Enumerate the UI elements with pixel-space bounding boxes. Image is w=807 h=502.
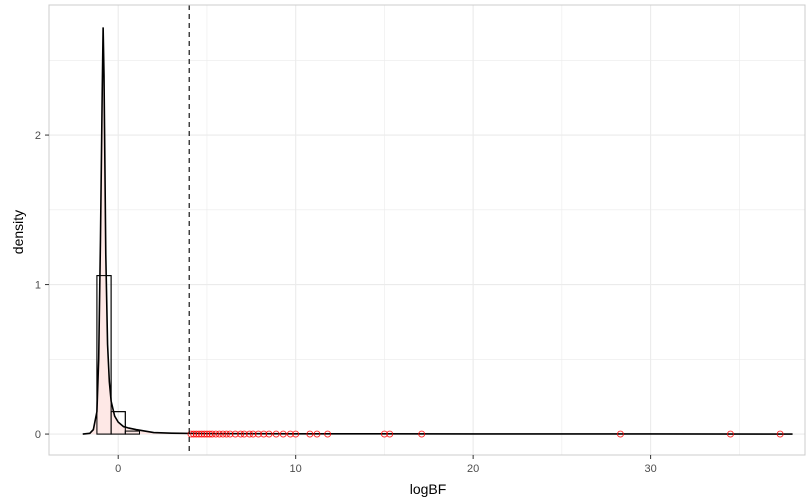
data-point — [292, 430, 300, 438]
data-point — [187, 430, 195, 438]
x-tick-label: 10 — [290, 463, 302, 475]
y-axis-title: density — [10, 210, 26, 254]
data-point — [192, 430, 200, 438]
data-point — [616, 430, 624, 438]
data-point — [249, 430, 257, 438]
y-tick-label: 1 — [35, 280, 41, 292]
y-tick-label: 0 — [35, 429, 41, 441]
data-point — [212, 430, 220, 438]
x-tick-label: 0 — [115, 463, 121, 475]
histogram-bar-outline — [124, 430, 141, 435]
data-point — [215, 430, 223, 438]
points-layer — [187, 430, 784, 438]
data-point — [226, 430, 234, 438]
data-point — [306, 430, 314, 438]
data-point — [198, 430, 206, 438]
data-point — [200, 430, 208, 438]
data-point — [195, 430, 203, 438]
data-point — [265, 430, 273, 438]
data-point — [208, 430, 216, 438]
x-tick-label: 20 — [467, 463, 479, 475]
data-point — [254, 430, 262, 438]
data-point — [324, 430, 332, 438]
x-tick-label: 30 — [644, 463, 656, 475]
data-point — [279, 430, 287, 438]
data-point — [223, 430, 230, 438]
data-point — [231, 430, 239, 438]
density-curve-layer — [82, 27, 793, 435]
ticks-layer: 0 10 20 30 0 1 2 — [35, 130, 657, 475]
x-axis-title: logBF — [410, 481, 447, 497]
histogram-bar-outline — [110, 411, 126, 435]
data-point — [237, 430, 245, 438]
data-point — [272, 430, 280, 438]
data-point — [313, 430, 321, 438]
data-point — [418, 430, 426, 438]
data-point — [286, 430, 294, 438]
data-point — [260, 430, 268, 438]
data-point — [190, 430, 198, 438]
data-point — [219, 430, 227, 438]
panel-border — [48, 4, 806, 456]
data-point — [727, 430, 734, 438]
data-point — [203, 430, 211, 438]
y-tick-label: 2 — [35, 130, 41, 142]
data-point — [776, 430, 784, 438]
panel-border-layer — [48, 4, 806, 456]
grid-layer — [49, 5, 805, 455]
histogram-bar-outline — [96, 275, 112, 435]
data-point — [386, 430, 394, 438]
data-point — [240, 430, 248, 438]
data-point — [380, 430, 388, 438]
data-point — [246, 430, 253, 438]
